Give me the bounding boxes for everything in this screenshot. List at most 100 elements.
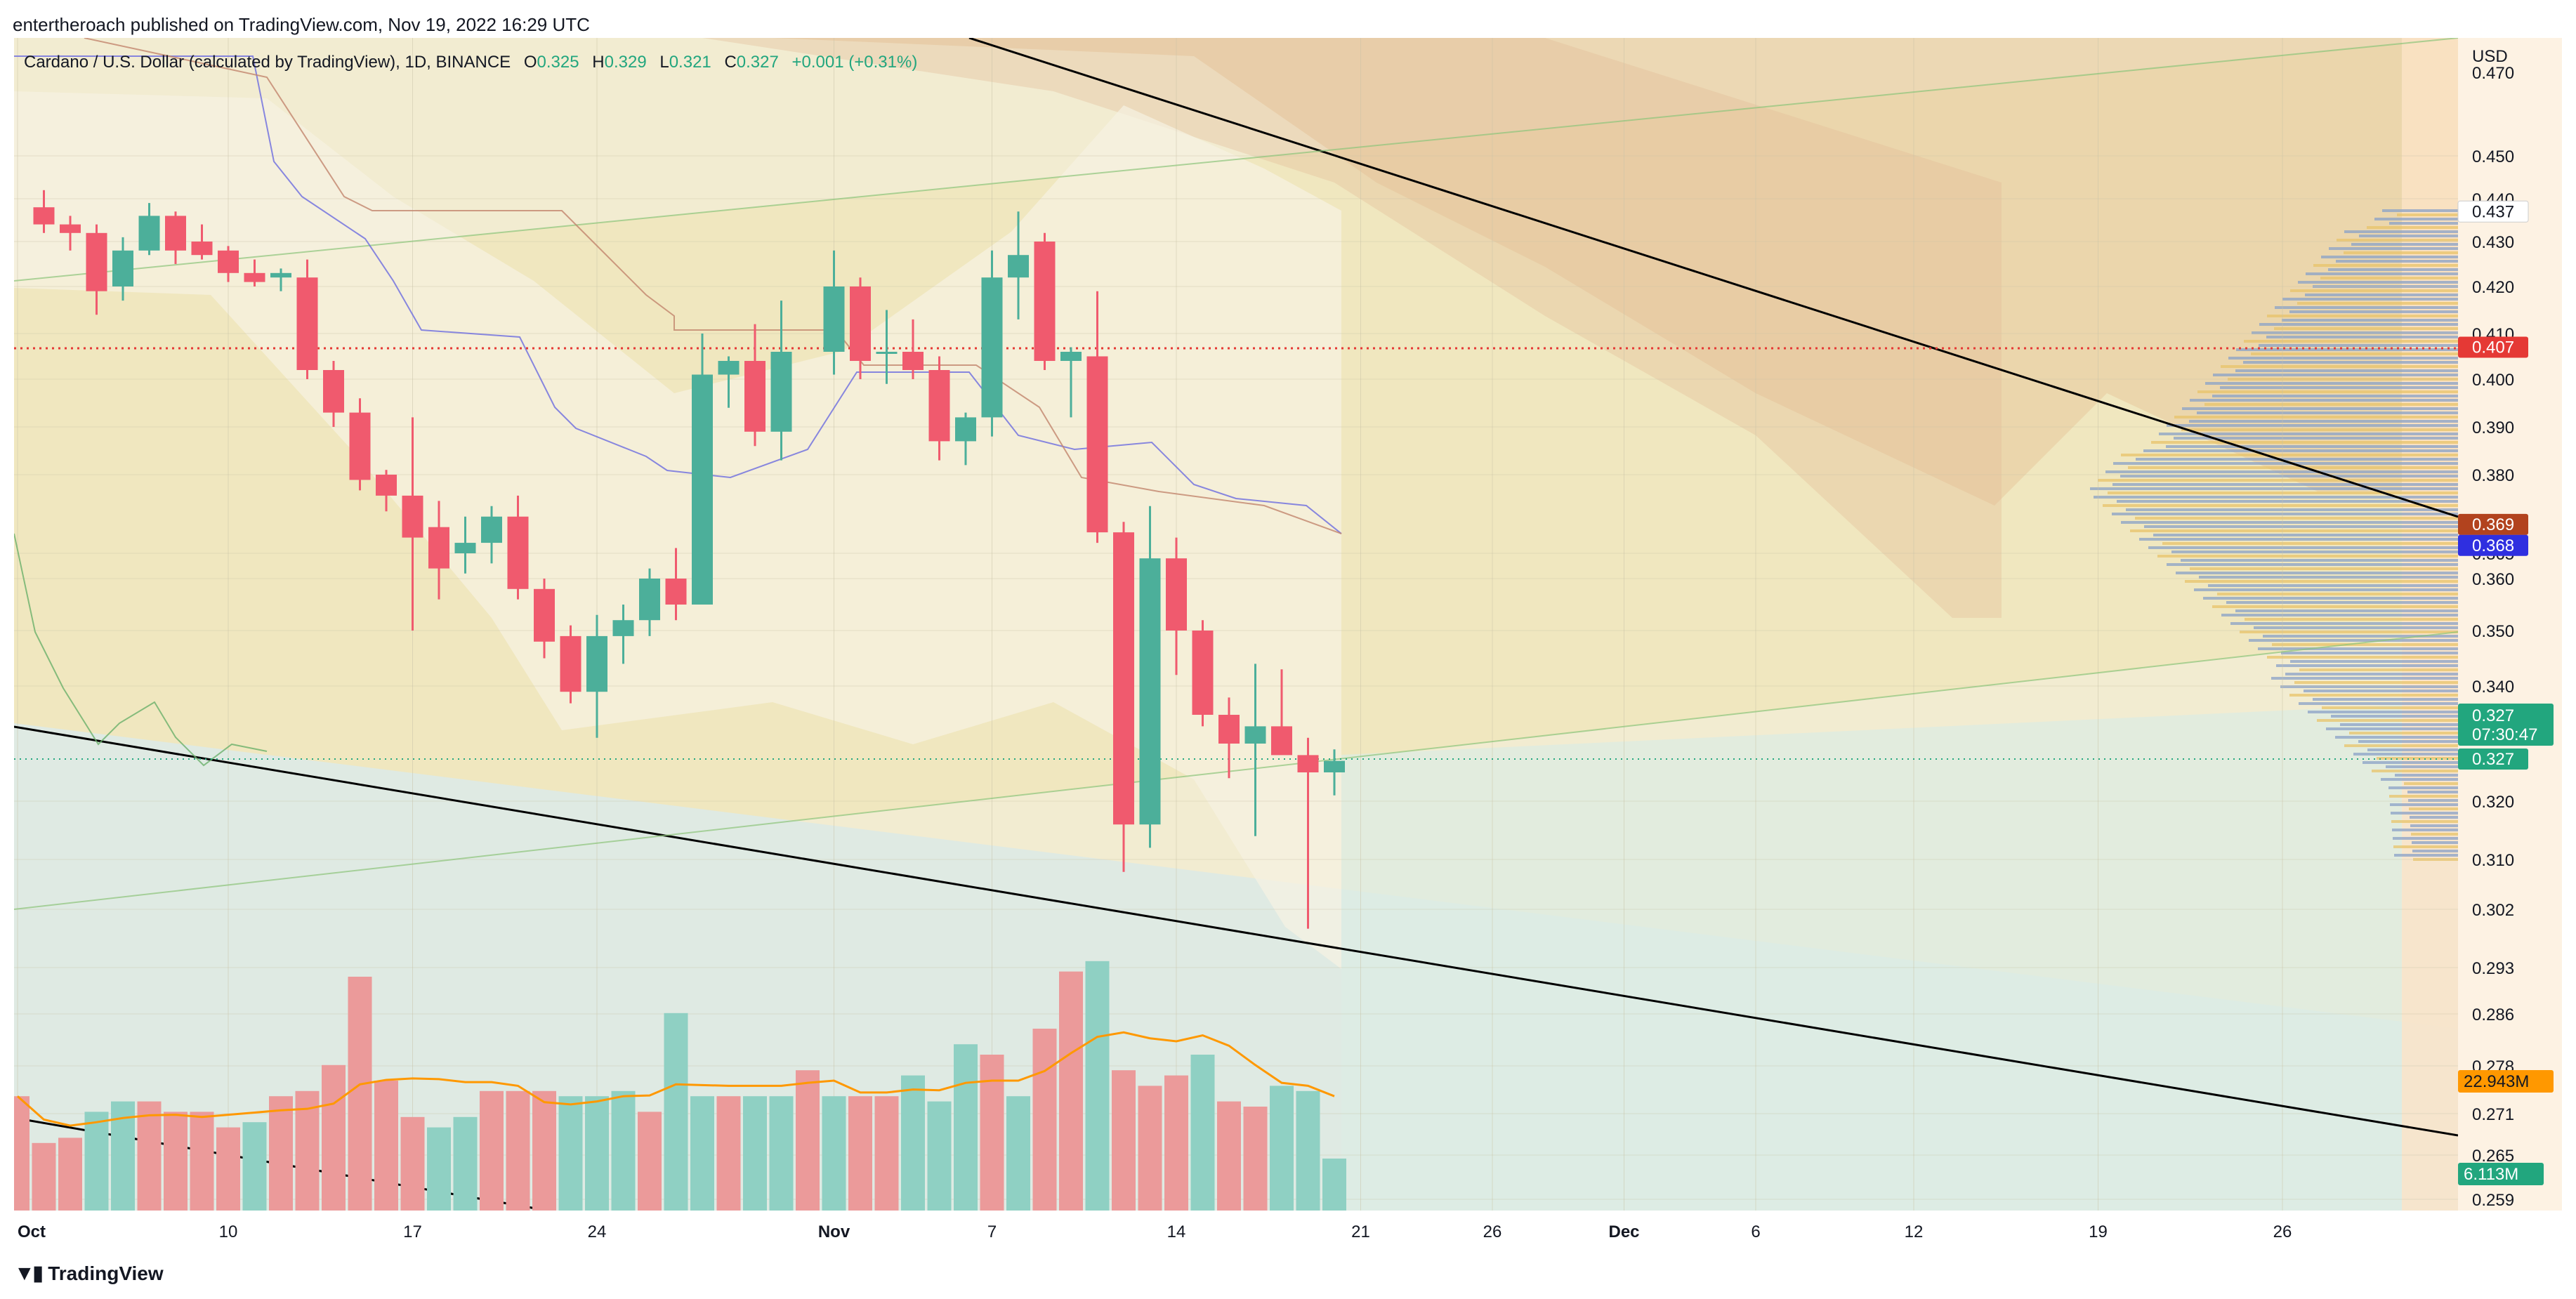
volume-bar — [585, 1096, 609, 1211]
candle-body — [1324, 760, 1345, 772]
x-axis-label: 21 — [1351, 1222, 1370, 1241]
volume-bar — [1217, 1101, 1241, 1211]
y-axis-label: 0.320 — [2472, 793, 2514, 812]
volume-bar — [980, 1055, 1004, 1211]
volume-bar — [32, 1142, 56, 1211]
candle-body — [902, 352, 924, 370]
channel-lower-line[interactable] — [14, 631, 2458, 910]
price-scale[interactable] — [2458, 38, 2562, 1211]
volume-bar — [769, 1096, 794, 1211]
candle-body — [981, 277, 1003, 418]
legend-line: Cardano / U.S. Dollar (calculated by Tra… — [24, 53, 917, 72]
grid — [14, 38, 2458, 1211]
volume-bar — [14, 1096, 29, 1211]
candle-body — [218, 250, 239, 273]
volume-bar — [190, 1112, 214, 1211]
volume-bar — [348, 977, 372, 1211]
volume-bar — [295, 1090, 320, 1211]
vol-ma-box — [2458, 1070, 2554, 1093]
x-axis-label: 12 — [1905, 1222, 1924, 1241]
last-price-value: 0.327 — [2472, 706, 2514, 725]
y-axis-label: 0.265 — [2472, 1147, 2514, 1166]
candle-body — [612, 620, 634, 636]
legend-c-label: C — [724, 53, 736, 72]
x-axis-label: 26 — [1483, 1222, 1502, 1241]
volume-bar — [84, 1112, 109, 1211]
candle-body — [1086, 356, 1108, 533]
candle-body — [1271, 726, 1292, 756]
volume-bar — [848, 1096, 872, 1211]
y-axis-label: 0.286 — [2472, 1005, 2514, 1024]
legend-h-label: H — [592, 53, 604, 72]
resistance-trendline[interactable] — [968, 38, 2458, 518]
candle-body — [876, 352, 898, 354]
y-axis-labels: 0.4500.4400.4300.4200.4100.4000.3900.380… — [2472, 147, 2514, 1210]
tradingview-logo[interactable]: ▼▮ TradingView — [14, 1261, 164, 1286]
y-axis-label: 0.340 — [2472, 678, 2514, 697]
x-axis-label: 7 — [987, 1222, 997, 1241]
channel-upper-line[interactable] — [14, 38, 2458, 282]
volume-bar — [690, 1096, 714, 1211]
volume-bar — [822, 1096, 846, 1211]
plot-area — [14, 38, 2458, 1211]
volume-bar — [1296, 1090, 1320, 1211]
y-axis-label: 0.360 — [2472, 570, 2514, 589]
candle-body — [165, 216, 186, 251]
candle-body — [454, 543, 476, 553]
candle-body — [428, 527, 449, 569]
legend-o-label: O — [524, 53, 537, 72]
candle-body — [376, 475, 397, 496]
candle-body — [1192, 631, 1214, 715]
legend-h-value: 0.329 — [605, 53, 647, 72]
published-header: entertheroach published on TradingView.c… — [13, 14, 590, 35]
volume-bar — [874, 1096, 899, 1211]
volume-bar — [400, 1116, 425, 1211]
orange-level-badge-box — [2458, 513, 2528, 535]
volume-ma-line — [17, 1031, 1335, 1127]
legend-symbol: Cardano / U.S. Dollar (calculated by Tra… — [24, 53, 511, 72]
candle-body — [244, 272, 265, 282]
candle-body — [823, 286, 845, 352]
high-marker-badge-box — [2457, 200, 2529, 223]
volume-bar — [796, 1070, 820, 1211]
volume-bar — [1085, 961, 1110, 1211]
candle-body — [60, 224, 81, 233]
legend-c-value: 0.327 — [737, 53, 779, 72]
x-axis-label: Oct — [18, 1222, 46, 1241]
support-trendline[interactable] — [14, 725, 2458, 1137]
countdown-timer: 07:30:47 — [2472, 725, 2537, 744]
y-axis-label: 0.302 — [2472, 901, 2514, 920]
candle-body — [507, 516, 529, 589]
candle-body — [323, 370, 344, 413]
y-axis-label: 0.310 — [2472, 851, 2514, 870]
volume-bar — [216, 1127, 240, 1211]
volume-bar — [137, 1101, 162, 1211]
volume-bar — [716, 1096, 741, 1211]
x-axis-label: Dec — [1608, 1222, 1639, 1241]
volume-bar — [164, 1112, 188, 1211]
volume-bar — [322, 1064, 346, 1211]
y-axis-label: 0.430 — [2472, 233, 2514, 252]
candle-body — [270, 272, 291, 278]
volume-bar — [1243, 1107, 1268, 1211]
candle-body — [692, 374, 713, 605]
x-axis-label: Nov — [818, 1222, 850, 1241]
last-price-box — [2458, 704, 2554, 746]
bollinger-band — [14, 91, 1341, 969]
volume-bar — [374, 1081, 398, 1211]
volume-bar — [480, 1090, 504, 1211]
legend-change: +0.001 (+0.31%) — [792, 53, 918, 72]
candle-body — [534, 588, 555, 642]
price-badges: 0.4370.4070.3690.3680.32707:30:470.32722… — [2457, 200, 2554, 1185]
tradingview-logo-icon: ▼▮ — [14, 1262, 44, 1285]
close-price-value: 0.327 — [2472, 750, 2514, 769]
y-axis-label: 0.293 — [2472, 959, 2514, 978]
orange-level-badge: 0.369 — [2472, 515, 2514, 534]
volume-bar — [1164, 1075, 1188, 1211]
volume-bar — [1112, 1070, 1136, 1211]
candle-body — [86, 232, 107, 291]
cloud-band-inner — [702, 38, 2002, 618]
candle-body — [928, 370, 950, 442]
candle-body — [1034, 242, 1056, 361]
